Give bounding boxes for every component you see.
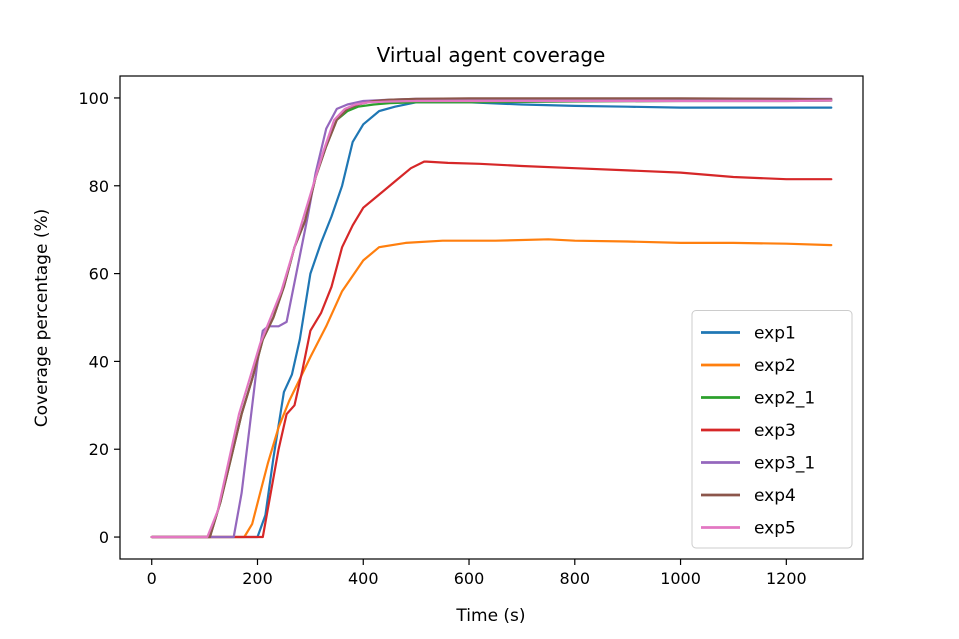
legend-label-exp2: exp2 [754,356,796,376]
y-tick-label: 40 [89,352,109,371]
chart-title: Virtual agent coverage [377,43,606,67]
series-line-exp1 [150,101,833,539]
plot-frame [119,75,864,560]
series-line-exp3 [150,160,833,539]
legend-box [691,310,853,549]
x-tick-label: 1000 [660,569,701,588]
x-tick-label: 800 [560,569,591,588]
y-tick-label: 0 [99,528,109,547]
legend-label-exp1: exp1 [754,324,796,344]
legend-label-exp2-1: exp2_1 [754,389,815,409]
legend: exp1 exp2 exp2_1 exp3 exp3_1 exp4 exp5 [691,310,853,549]
x-tick-label: 400 [348,569,379,588]
x-tick-label: 600 [454,569,485,588]
legend-label-exp3-1: exp3_1 [754,454,815,474]
y-axis-title: Coverage percentage (%) [32,209,52,427]
x-tick-label: 200 [242,569,273,588]
x-tick-label: 0 [147,569,157,588]
legend-label-exp5: exp5 [754,519,796,539]
y-tick-label: 60 [89,265,109,284]
series-line-exp5 [150,99,833,539]
legend-label-exp4: exp4 [754,486,796,506]
x-axis-title: Time (s) [455,606,525,626]
x-tick-label: 1200 [766,569,807,588]
legend-label-exp3: exp3 [754,421,796,441]
y-tick-label: 100 [78,89,109,108]
series-line-exp2 [150,238,833,539]
y-tick-label: 80 [89,177,109,196]
y-tick-label: 20 [89,440,109,459]
